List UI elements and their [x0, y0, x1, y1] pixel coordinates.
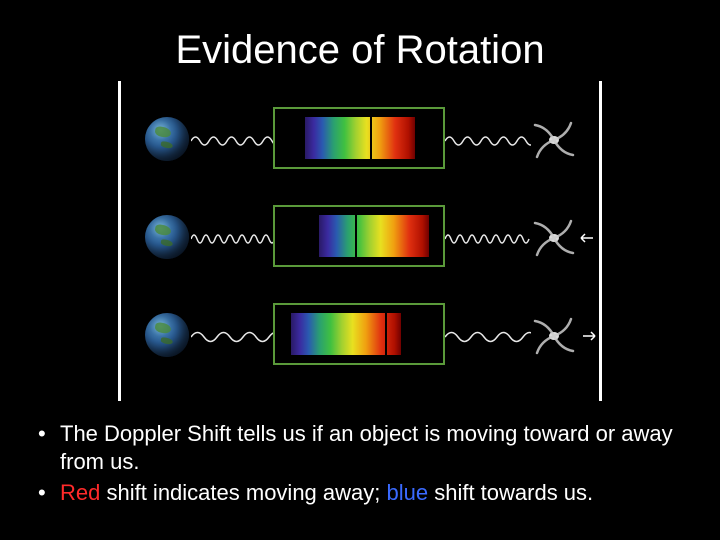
doppler-diagram: [118, 81, 602, 401]
earth-icon: [145, 313, 189, 357]
diagram-row-redshift: [121, 295, 599, 387]
spectrum-box: [273, 205, 445, 267]
diagram-row-blueshift: [121, 197, 599, 289]
earth-icon: [145, 117, 189, 161]
earth-icon: [145, 215, 189, 259]
wave-right: [445, 327, 531, 347]
red-text: Red: [60, 480, 100, 505]
absorption-marker: [385, 309, 387, 359]
spectrum-gradient: [305, 117, 415, 159]
bullet-text: shift towards us.: [428, 480, 593, 505]
bullet-list: The Doppler Shift tells us if an object …: [30, 420, 690, 511]
blue-text: blue: [387, 480, 429, 505]
bullet-text: The Doppler Shift tells us if an object …: [60, 421, 673, 474]
galaxy-icon: [527, 211, 581, 265]
absorption-marker: [370, 113, 372, 163]
wave-left: [191, 327, 275, 347]
galaxy-icon: [527, 309, 581, 363]
spectrum-box: [273, 107, 445, 169]
arrow-right-icon: [583, 331, 597, 341]
wave-left: [191, 131, 275, 151]
galaxy-icon: [527, 113, 581, 167]
arrow-left-icon: [579, 233, 593, 243]
spectrum-gradient: [319, 215, 429, 257]
bullet-text: shift indicates moving away;: [100, 480, 386, 505]
page-title: Evidence of Rotation: [0, 0, 720, 73]
diagram-row-noshift: [121, 99, 599, 191]
bullet-item: Red shift indicates moving away; blue sh…: [30, 479, 690, 507]
absorption-marker: [355, 211, 357, 261]
bullet-item: The Doppler Shift tells us if an object …: [30, 420, 690, 475]
wave-right: [445, 131, 531, 151]
wave-left: [191, 229, 275, 249]
wave-right: [445, 229, 531, 249]
spectrum-box: [273, 303, 445, 365]
